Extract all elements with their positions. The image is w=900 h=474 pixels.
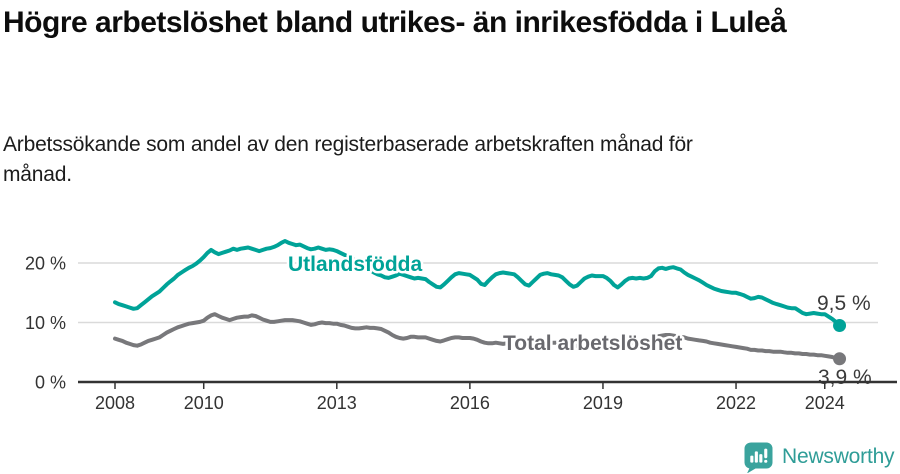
x-tick-label: 2016: [450, 393, 490, 413]
chart-title: Högre arbetslöshet bland utrikes- än inr…: [3, 6, 787, 39]
chart-subtitle: Arbetssökande som andel av den registerb…: [3, 133, 693, 187]
y-tick-label: 10 %: [25, 313, 66, 333]
x-tick-label: 2008: [95, 393, 135, 413]
x-tick-label: 2022: [716, 393, 756, 413]
newsworthy-wordmark: Newsworthy: [782, 444, 895, 468]
series-line-total-arbetsl-shet: [113, 312, 842, 361]
y-tick-label: 0 %: [35, 373, 66, 393]
end-dot: [833, 352, 847, 366]
x-tick-label: 2013: [317, 393, 357, 413]
end-value-label: 9,5 %: [817, 292, 871, 315]
end-value-label: 3,9 %: [818, 366, 872, 389]
end-dot: [833, 318, 847, 332]
x-tick-label: 2010: [184, 393, 224, 413]
series-label: Total arbetslöshet: [503, 332, 682, 355]
x-tick-label: 2019: [583, 393, 623, 413]
x-tick-label: 2024: [805, 393, 845, 413]
newsworthy-logo-icon: [744, 442, 773, 473]
series-line-utlandsf-dda: [113, 239, 842, 328]
newsworthy-logo: Newsworthy: [742, 440, 895, 473]
y-tick-label: 20 %: [25, 254, 66, 274]
series-label: Utlandsfödda: [288, 253, 422, 276]
